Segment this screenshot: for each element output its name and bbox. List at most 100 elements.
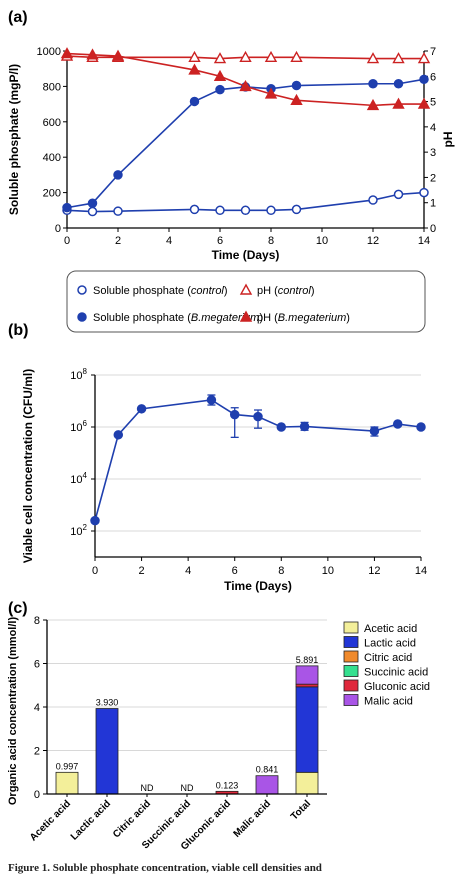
legend-label-text: Soluble phosphate ( — [93, 285, 191, 297]
bar-value-label: 3.930 — [96, 698, 119, 708]
legend-marker — [77, 312, 87, 322]
y-tick-exponent: 8 — [83, 367, 88, 376]
series-0-point — [189, 204, 200, 215]
legend-swatch — [343, 694, 359, 706]
x-tick-label: Acetic acid — [28, 798, 73, 843]
series-0-point — [291, 204, 302, 215]
y2-tick-label: 0 — [430, 223, 436, 235]
y2-tick-label: 3 — [430, 147, 436, 159]
y-tick-exponent: 4 — [83, 471, 88, 480]
legend-label-italic: control — [278, 285, 312, 297]
series-1-point — [215, 84, 225, 95]
series-2-point — [366, 52, 380, 64]
x-tick-label: 0 — [64, 235, 70, 247]
legend-label: Soluble phosphate (control) — [93, 285, 228, 297]
y2-tick-label: 4 — [430, 122, 436, 134]
x-tick-label: 14 — [415, 565, 427, 577]
y2-tick-label: 7 — [430, 46, 436, 58]
series-3-point — [290, 93, 303, 106]
data-point — [136, 404, 147, 414]
x-axis-title: Time (Days) — [212, 248, 280, 262]
legend-label-text: pH ( — [257, 312, 278, 324]
x-axis-title: Time (Days) — [224, 579, 292, 593]
panel-c-chart: 0 2 4 6 8 0.997 Acetic acid 3.930 Lactic acid ND C… — [7, 615, 327, 852]
bar-value-label: ND — [181, 783, 194, 793]
y-tick-label: 800 — [43, 81, 61, 93]
y-tick-label: 106 — [70, 419, 87, 434]
x-tick-label: Malic acid — [232, 798, 274, 840]
x-tick-label: Total — [289, 798, 313, 822]
data-point — [229, 409, 240, 420]
y-tick-label: 0 — [34, 789, 40, 801]
legend-label: Gluconic acid — [364, 681, 430, 693]
legend-swatch — [343, 650, 359, 663]
legend-label-text: Soluble phosphate ( — [93, 312, 191, 324]
x-tick-label: 4 — [166, 235, 172, 247]
bar-segment-gluconic-acid — [295, 683, 319, 688]
series-2-point — [392, 52, 405, 64]
panel-a-legend: Soluble phosphate (control) pH (control)S… — [66, 270, 426, 333]
bar-value-label: 0.997 — [56, 761, 79, 771]
y-tick-label: 400 — [43, 152, 61, 164]
series-2-point — [188, 50, 201, 63]
bar-segment-malic-acid — [295, 665, 319, 685]
series-2-point — [239, 50, 252, 63]
series-0-point — [215, 205, 225, 216]
x-tick-label: 8 — [278, 565, 284, 577]
data-point — [253, 411, 263, 422]
x-tick-label: Lactic acid — [69, 798, 113, 842]
series-1-point — [368, 78, 378, 89]
legend-label-text: ) — [311, 285, 315, 297]
series-0-point — [368, 195, 378, 205]
x-tick-label: 10 — [322, 565, 334, 577]
legend-box — [66, 270, 426, 333]
legend-marker — [77, 285, 87, 295]
data-point — [276, 422, 287, 432]
panel-c-legend: Acetic acid Lactic acid Citric acid Succini… — [343, 621, 430, 708]
y-tick-label: 108 — [70, 367, 87, 382]
y2-tick-label: 1 — [430, 198, 436, 210]
panel-a-label: (a) — [8, 9, 28, 26]
series-1-point — [393, 78, 404, 89]
bar-segment-acetic-acid — [295, 771, 319, 795]
bar-segment-malic-acid — [255, 775, 279, 795]
y-tick-label: 0 — [55, 223, 61, 235]
data-point — [392, 419, 403, 429]
series-1-point — [87, 198, 98, 208]
x-tick-label: 2 — [139, 565, 145, 577]
x-tick-label: Citric acid — [111, 798, 153, 840]
figure-caption: Figure 1. Soluble phosphate concentratio… — [8, 862, 322, 874]
y-tick-label: 2 — [34, 746, 40, 758]
legend-label: pH (control) — [257, 285, 314, 297]
y-tick-exponent: 6 — [83, 419, 88, 428]
series-1-point — [62, 202, 72, 213]
data-point — [206, 395, 217, 405]
legend-swatch — [343, 679, 359, 692]
y-tick-label: 200 — [43, 188, 61, 200]
bar-segment-acetic-acid — [55, 771, 79, 795]
series-3-point — [111, 49, 125, 61]
series-3-point — [392, 97, 405, 109]
series-1-point — [291, 80, 302, 91]
data-point — [416, 422, 426, 432]
y-tick-label: 102 — [70, 523, 87, 538]
series-2-point — [264, 50, 278, 63]
x-tick-label: 12 — [367, 235, 379, 247]
series-3-point — [417, 97, 431, 109]
bar-value-label: 5.891 — [296, 655, 319, 665]
y-tick-base: 10 — [70, 474, 82, 486]
bar-value-label: ND — [141, 783, 154, 793]
legend-label: Acetic acid — [364, 623, 417, 635]
series-0-point — [87, 206, 98, 217]
panel-a-chart: 0 2 4 6 8 10 12 140200400600800100001234567Time… — [7, 46, 455, 262]
y-tick-base: 10 — [70, 526, 82, 538]
y2-tick-label: 2 — [430, 172, 436, 184]
legend-marker — [239, 310, 253, 322]
bar-value-label: 0.123 — [216, 780, 239, 790]
legend-label: Succinic acid — [364, 667, 428, 679]
series-0-point — [419, 187, 429, 198]
legend-label: Soluble phosphate (B.megaterium) — [93, 312, 263, 324]
series-3-point — [60, 47, 74, 59]
y-tick-label: 6 — [34, 659, 40, 671]
